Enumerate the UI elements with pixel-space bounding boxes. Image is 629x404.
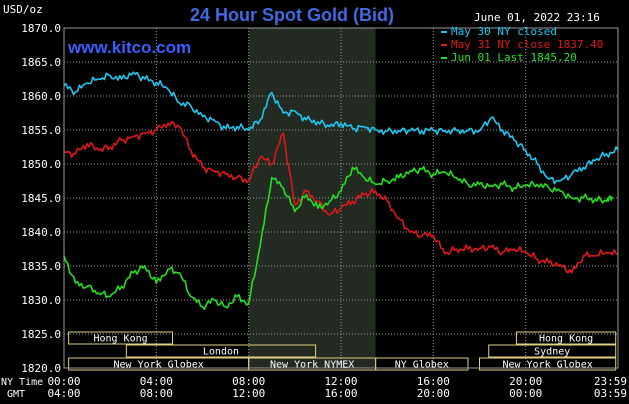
session-box — [375, 357, 469, 371]
session-bar: New York Globex — [479, 357, 617, 371]
x-tick-label-ny: 16:00 — [417, 375, 450, 388]
x-tick-label-ny: 04:00 — [140, 375, 173, 388]
highlight-band — [248, 28, 376, 368]
y-tick-label: 1825.0 — [21, 328, 61, 341]
session-label: New York Globex — [502, 360, 592, 371]
session-bar: Sydney — [488, 344, 617, 358]
session-label: London — [203, 347, 239, 358]
x-tick-label-gmt: 08:00 — [140, 387, 173, 400]
market-sessions: Hong Kong Hong Kong London Sydney New York G… — [68, 331, 617, 371]
y-tick-label: 1835.0 — [21, 260, 61, 273]
session-box — [479, 357, 617, 371]
session-label: Hong Kong — [93, 334, 147, 345]
chart-datetime: June 01, 2022 23:16 — [474, 11, 600, 24]
session-label: NY Globex — [395, 360, 449, 371]
session-box — [68, 331, 173, 345]
series-line — [63, 71, 619, 185]
session-box — [515, 331, 617, 345]
legend-item: Jun 01 Last 1845.20 — [451, 51, 577, 64]
series-lines — [63, 71, 619, 311]
series-line — [63, 165, 613, 311]
session-box — [125, 344, 317, 358]
session-bar: NY Globex — [375, 357, 469, 371]
x-tick-label-gmt: 16:00 — [324, 387, 357, 400]
y-tick-label: 1850.0 — [21, 158, 61, 171]
session-label: New York Globex — [113, 360, 203, 371]
axes: 1870.0 1865.0 1860.0 1855.0 1850.0 1845.0 1840… — [21, 22, 627, 400]
session-bar: London — [125, 344, 317, 358]
y-tick-label: 1870.0 — [21, 22, 61, 35]
x-tick-label-gmt: 00:00 — [509, 387, 542, 400]
session-label: Hong Kong — [539, 334, 593, 345]
x-tick-label-ny: 08:00 — [232, 375, 265, 388]
legend-item: May 31 NY close 1837.40 — [451, 38, 603, 51]
x-tick-label-ny: 20:00 — [509, 375, 542, 388]
x-tick-label-ny: 12:00 — [324, 375, 357, 388]
session-bar: Hong Kong — [515, 331, 617, 345]
x-tick-label-gmt: 20:00 — [417, 387, 450, 400]
x-tick-label-ny: 00:00 — [47, 375, 80, 388]
x-axis-row-label-gmt: GMT — [7, 389, 25, 400]
x-tick-label-gmt: 04:00 — [47, 387, 80, 400]
session-label: Sydney — [534, 347, 570, 358]
x-tick-label-gmt: 03:59 — [594, 387, 627, 400]
y-axis-unit: USD/oz — [3, 3, 43, 16]
kitco-watermark: www.kitco.com — [67, 38, 191, 57]
y-tick-label: 1845.0 — [21, 192, 61, 205]
series-line — [63, 121, 619, 274]
x-tick-label-gmt: 12:00 — [232, 387, 265, 400]
session-box — [488, 344, 617, 358]
plot-frame — [63, 27, 619, 369]
session-label: New York NYMEX — [270, 360, 354, 371]
y-tick-label: 1855.0 — [21, 124, 61, 137]
y-tick-label: 1865.0 — [21, 56, 61, 69]
x-tick-label-ny: 23:59 — [594, 375, 627, 388]
y-tick-label: 1820.0 — [21, 362, 61, 375]
x-axis-row-label-ny: NY Time — [1, 377, 43, 388]
y-tick-label: 1830.0 — [21, 294, 61, 307]
nymex-session-highlight — [248, 28, 376, 368]
legend-item: May 30 NY closed — [451, 25, 557, 38]
y-tick-label: 1840.0 — [21, 226, 61, 239]
y-tick-label: 1860.0 — [21, 90, 61, 103]
session-bar: Hong Kong — [68, 331, 173, 345]
chart-title: 24 Hour Spot Gold (Bid) — [190, 5, 394, 25]
